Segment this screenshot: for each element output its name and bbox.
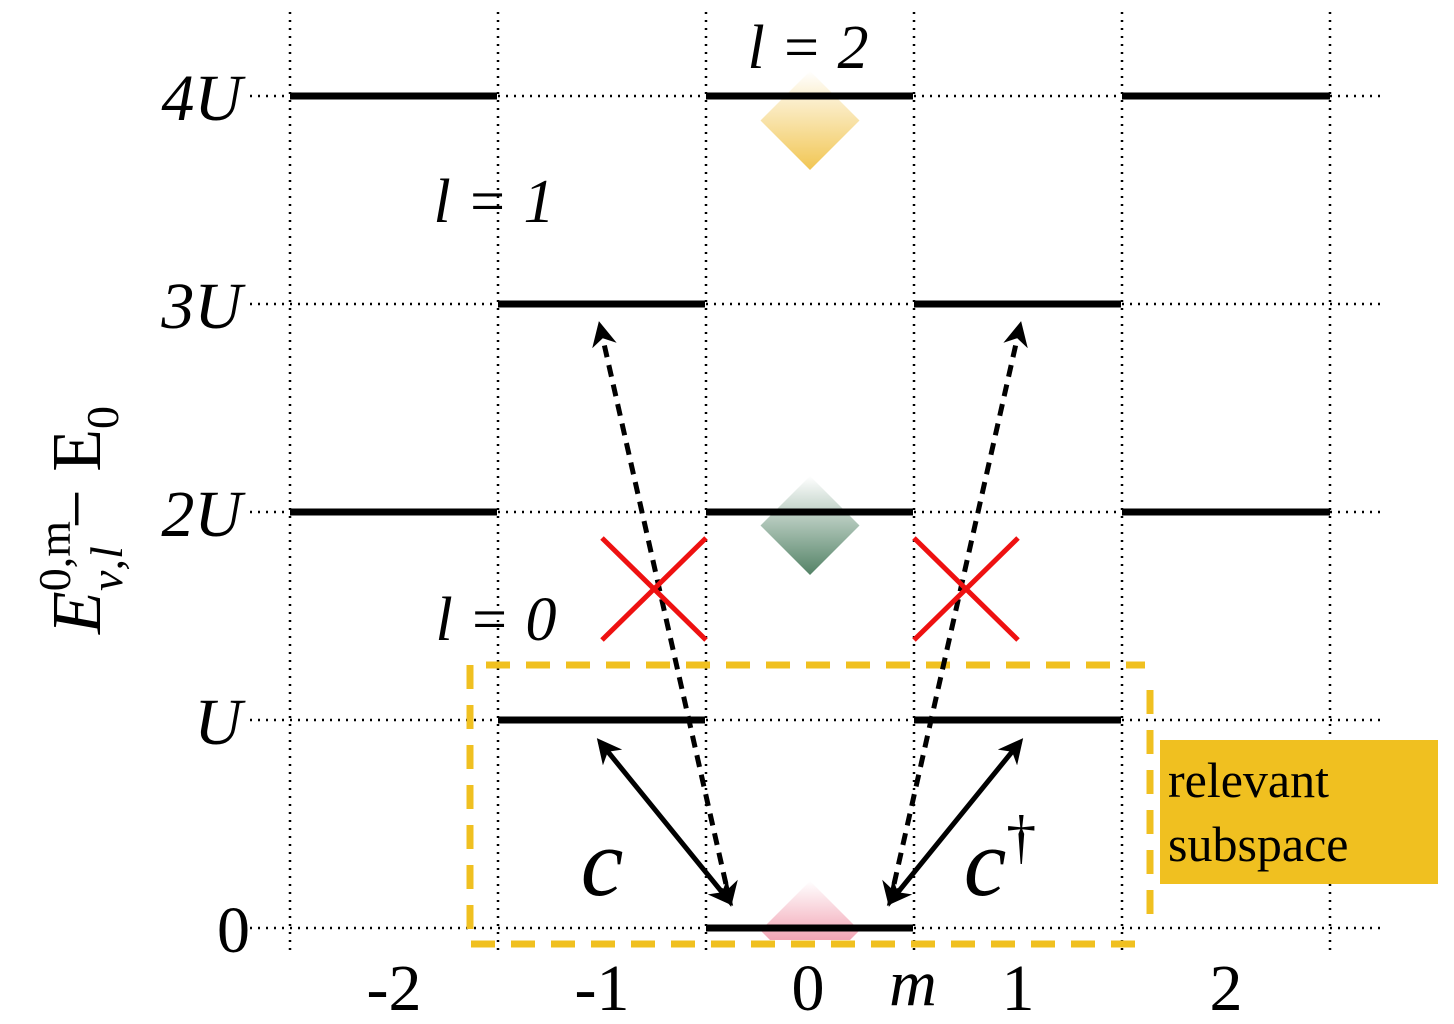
band-label-l0: l = 0 [435, 586, 556, 654]
y-tick-4U: 4U [161, 62, 246, 135]
band-l0 [760, 223, 860, 940]
x-tick-m0: 0 [792, 952, 825, 1024]
legend-line-1: relevant [1168, 752, 1330, 808]
relevant-subspace-legend: relevant subspace [1160, 740, 1438, 884]
transition-arrows [592, 321, 1028, 907]
legend-line-2: subspace [1168, 816, 1349, 872]
y-tick-3U: 3U [160, 270, 246, 343]
x-axis-ticks: -2 -1 0 1 2 m [367, 947, 1243, 1024]
forbidden-markers [600, 536, 1020, 642]
forbidden-cross-right [912, 536, 1020, 642]
band-label-l1: l = 1 [433, 168, 554, 236]
y-tick-0: 0 [217, 894, 250, 967]
y-tick-U: U [194, 686, 246, 759]
y-axis-label: E0,mν,l − E0 [29, 406, 132, 635]
y-axis-ticks: 0 U 2U 3U 4U [160, 62, 250, 967]
relevant-subspace-boundary [466, 661, 1154, 948]
operator-c-label: c [581, 809, 624, 916]
x-axis-variable: m [889, 947, 937, 1020]
forbidden-cross-left [600, 536, 708, 642]
x-tick-m1: 1 [1002, 952, 1035, 1024]
x-tick-m-1: -1 [575, 952, 630, 1024]
x-tick-m2: 2 [1210, 952, 1243, 1024]
y-tick-2U: 2U [161, 478, 246, 551]
operator-cdag-label: c† [964, 804, 1037, 916]
x-tick-m-2: -2 [367, 952, 422, 1024]
band-label-l2: l = 2 [747, 14, 868, 82]
band-l0-left [760, 223, 810, 940]
